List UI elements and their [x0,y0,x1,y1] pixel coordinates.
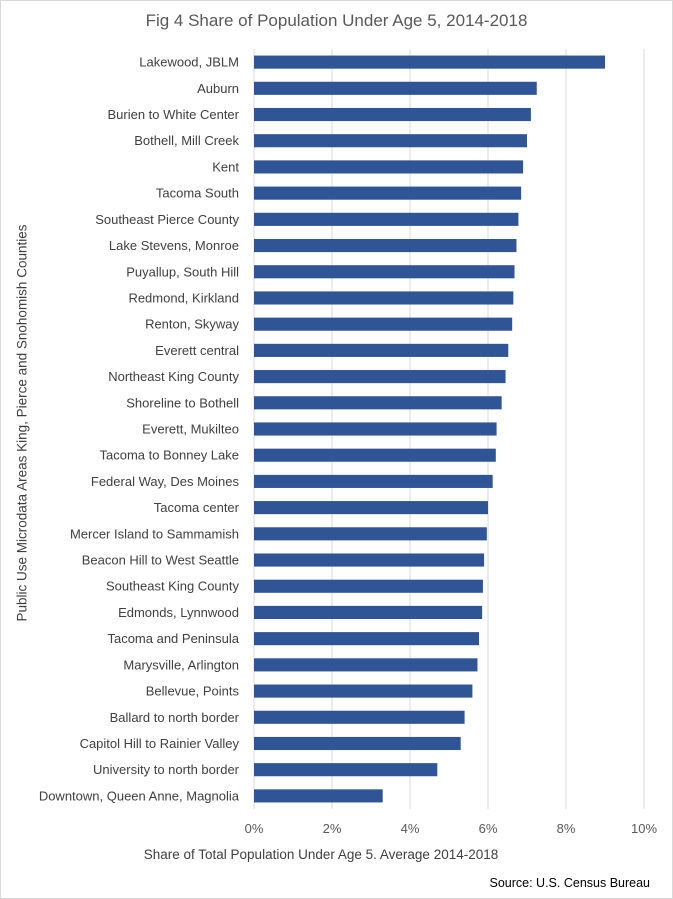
category-label: Tacoma South [156,186,239,201]
chart-title: Fig 4 Share of Population Under Age 5, 2… [145,11,528,30]
category-label: Tacoma to Bonney Lake [100,448,239,463]
x-tick-label: 8% [557,821,576,836]
category-label: Lakewood, JBLM [139,55,239,70]
category-label: Kent [212,159,239,174]
category-label: Capitol Hill to Rainier Valley [80,736,240,751]
category-label: Southeast Pierce County [95,212,239,227]
category-label: University to north border [93,762,240,777]
category-label: Everett, Mukilteo [142,422,239,437]
x-tick-label: 10% [631,821,657,836]
bar [254,239,517,253]
category-label: Beacon Hill to West Seattle [82,553,239,568]
bar [254,81,537,95]
category-label: Renton, Skyway [145,317,239,332]
bar [254,343,509,357]
bar [254,291,514,305]
x-tick-label: 0% [245,821,264,836]
bar [254,632,480,646]
bar [254,474,493,488]
category-label: Downtown, Queen Anne, Magnolia [39,788,240,803]
y-axis-title: Public Use Microdata Areas King, Pierce … [14,224,30,622]
bar [254,317,513,331]
category-label: Auburn [197,81,239,96]
category-label: Federal Way, Des Moines [91,474,240,489]
category-label: Bothell, Mill Creek [134,133,239,148]
bar [254,710,465,724]
bar [254,579,483,593]
bar [254,396,502,410]
category-label: Tacoma center [154,500,240,515]
bar [254,448,496,462]
category-label: Puyallup, South Hill [126,264,239,279]
x-axis-title: Share of Total Population Under Age 5. A… [143,847,499,862]
bar [254,789,383,803]
bar [254,553,485,567]
x-tick-label: 2% [323,821,342,836]
bar [254,763,438,777]
category-label: Mercer Island to Sammamish [70,526,239,541]
bar [254,107,531,122]
x-tick-label: 6% [479,821,498,836]
bar [254,422,497,436]
bar [254,212,519,226]
category-label: Northeast King County [108,369,239,384]
category-label: Edmonds, Lynnwood [118,605,239,620]
category-label: Lake Stevens, Monroe [109,238,239,253]
bar [254,55,605,69]
category-label: Redmond, Kirkland [128,290,239,305]
bar [254,265,515,279]
bar [254,684,473,698]
category-label: Ballard to north border [110,710,240,725]
category-label: Bellevue, Points [146,684,240,699]
source-note: Source: U.S. Census Bureau [489,876,651,890]
bar [254,186,522,200]
category-label: Everett central [155,343,239,358]
category-label: Burien to White Center [107,107,239,122]
category-label: Southeast King County [106,579,239,594]
category-label: Tacoma and Peninsula [107,631,239,646]
bar [254,370,506,384]
bar [254,605,483,619]
bar [254,527,487,541]
bar [254,134,527,148]
category-label: Shoreline to Bothell [126,395,239,410]
bar [254,658,478,672]
bar [254,160,524,174]
bar [254,736,461,751]
bar [254,501,488,515]
category-label: Marysville, Arlington [123,657,239,672]
x-tick-label: 4% [401,821,420,836]
